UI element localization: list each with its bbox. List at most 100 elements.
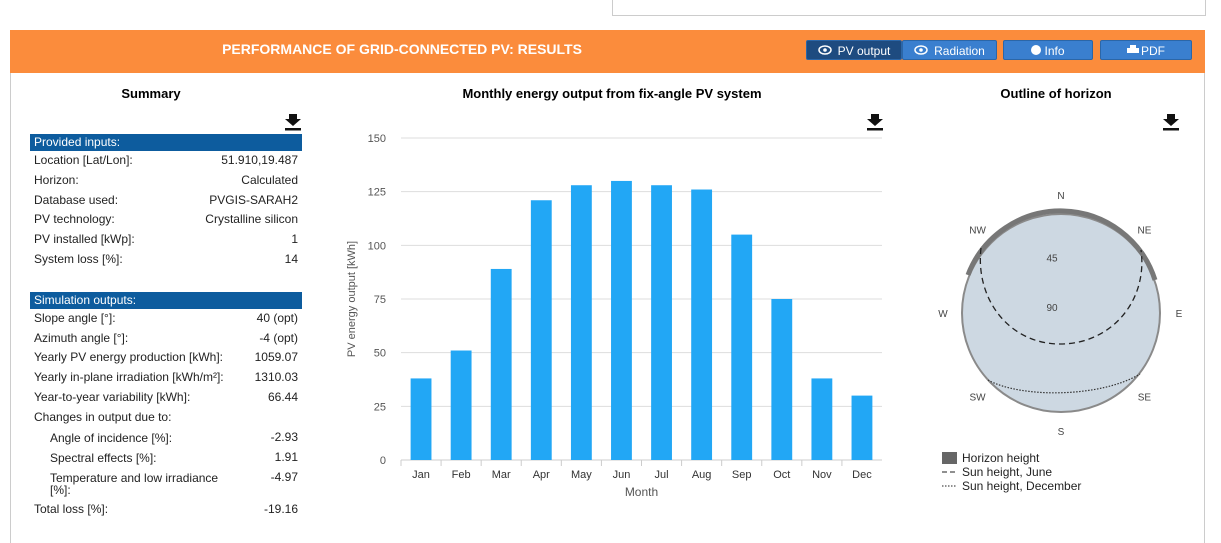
summary-row: Horizon: Calculated [30, 171, 302, 191]
bar [691, 189, 713, 460]
download-icon[interactable] [285, 114, 301, 131]
summary-row: Temperature and low irradiance [%]: -4.97 [30, 468, 302, 500]
button-label: PV output [837, 44, 891, 58]
row-value: Calculated [241, 172, 298, 187]
direction-label: W [938, 309, 948, 320]
x-axis-label: Month [625, 485, 658, 499]
radiation-button[interactable]: Radiation [902, 40, 997, 60]
row-label: Year-to-year variability [kWh]: [34, 389, 191, 404]
y-tick-label: 0 [380, 455, 386, 467]
bar [611, 180, 632, 460]
legend-label: Sun height, December [962, 479, 1081, 493]
row-value: 51.910,19.487 [221, 153, 298, 167]
bar [490, 268, 512, 460]
x-tick-label: Sep [732, 469, 752, 481]
x-tick-label: May [571, 469, 592, 481]
row-value: 1059.07 [254, 350, 298, 365]
content-frame [10, 73, 1205, 543]
row-value: -4 (opt) [259, 330, 298, 345]
sun-path-june [979, 247, 1143, 345]
chart-title: Monthly energy output from fix-angle PV … [462, 86, 761, 101]
row-value: Crystalline silicon [205, 212, 298, 227]
header-bar: PERFORMANCE OF GRID-CONNECTED PV: RESULT… [10, 30, 1205, 73]
row-value: -2.93 [270, 429, 298, 444]
button-label: PDF [1141, 44, 1165, 58]
direction-label: SE [1138, 392, 1152, 403]
row-label: Database used: [34, 192, 119, 207]
bar [410, 378, 432, 460]
bar [731, 234, 753, 460]
bar [771, 299, 793, 460]
summary-row: PV technology: Crystalline silicon [30, 210, 302, 230]
bar [851, 395, 873, 460]
bar [450, 350, 472, 460]
x-tick-label: Nov [812, 469, 832, 481]
row-value: PVGIS-SARAH2 [209, 192, 298, 207]
summary-row: Total loss [%]: -19.16 [30, 500, 302, 520]
direction-label: NE [1137, 226, 1151, 237]
horizon-title: Outline of horizon [1000, 86, 1111, 101]
row-value: 40 (opt) [256, 310, 298, 325]
row-label: Location [Lat/Lon]: [34, 153, 133, 167]
x-tick-label: Oct [773, 469, 790, 481]
summary-table: Provided inputs: Location [Lat/Lon]: 51.91… [30, 134, 302, 519]
info-icon [1031, 45, 1042, 55]
button-label: Info [1044, 44, 1065, 58]
summary-row: Spectral effects [%]: 1.91 [30, 448, 302, 468]
x-tick-label: Aug [692, 469, 712, 481]
section-header: Provided inputs: [30, 134, 302, 151]
summary-section: Provided inputs: Location [Lat/Lon]: 51.91… [30, 134, 302, 270]
pv-output-button[interactable]: PV output [806, 40, 902, 60]
row-label: Changes in output due to: [34, 409, 172, 424]
summary-section: Simulation outputs: Slope angle [°]: 40 (o… [30, 291, 302, 520]
legend-swatch [942, 452, 957, 464]
summary-row: Database used: PVGIS-SARAH2 [30, 191, 302, 211]
row-label: Azimuth angle [°]: [34, 330, 129, 345]
direction-label: NW [969, 226, 986, 237]
download-icon[interactable] [867, 114, 883, 131]
row-value: -19.16 [263, 501, 298, 516]
radial-tick-label: 90 [1046, 303, 1058, 314]
direction-label: E [1176, 309, 1183, 320]
bar [811, 378, 833, 460]
summary-row: Angle of incidence [%]: -2.93 [30, 428, 302, 448]
summary-row: Location [Lat/Lon]: 51.910,19.487 [30, 151, 302, 171]
summary-row: System loss [%]: 14 [30, 250, 302, 270]
y-tick-label: 100 [368, 240, 386, 252]
summary-row: Yearly PV energy production [kWh]: 1059.0… [30, 348, 302, 368]
pdf-button[interactable]: PDF [1100, 40, 1192, 60]
x-tick-label: Apr [533, 469, 550, 481]
row-value: 66.44 [267, 389, 298, 404]
top-panel [612, 0, 1206, 16]
summary-row: Year-to-year variability [kWh]: 66.44 [30, 388, 302, 408]
download-icon[interactable] [1163, 114, 1179, 131]
row-value: 1310.03 [254, 370, 298, 385]
horizon-outline [965, 208, 1158, 281]
bar [530, 200, 552, 460]
info-button[interactable]: Info [1003, 40, 1093, 60]
button-label: Radiation [934, 44, 985, 58]
print-icon [1127, 45, 1139, 53]
horizon-disc [961, 213, 1161, 413]
direction-label: N [1057, 191, 1064, 202]
x-tick-label: Feb [452, 469, 471, 481]
summary-row: Changes in output due to: [30, 408, 302, 428]
bar [570, 185, 592, 460]
summary-row: Yearly in-plane irradiation [kWh/m²]: 131… [30, 368, 302, 388]
summary-title: Summary [121, 86, 181, 101]
x-tick-label: Jul [655, 469, 669, 481]
row-label: Total loss [%]: [34, 501, 109, 516]
direction-label: S [1058, 427, 1065, 438]
row-value: 1.91 [274, 449, 298, 464]
y-axis-label: PV energy output [kWh] [346, 241, 358, 357]
y-tick-label: 50 [374, 348, 386, 360]
summary-row: Azimuth angle [°]: -4 (opt) [30, 329, 302, 349]
row-label: PV installed [kWp]: [34, 232, 135, 247]
row-label: Temperature and low irradiance [%]: [50, 470, 219, 497]
row-label: PV technology: [34, 212, 115, 227]
row-label: Yearly in-plane irradiation [kWh/m²]: [34, 370, 224, 385]
bar [651, 185, 672, 460]
x-tick-label: Jun [613, 469, 631, 481]
